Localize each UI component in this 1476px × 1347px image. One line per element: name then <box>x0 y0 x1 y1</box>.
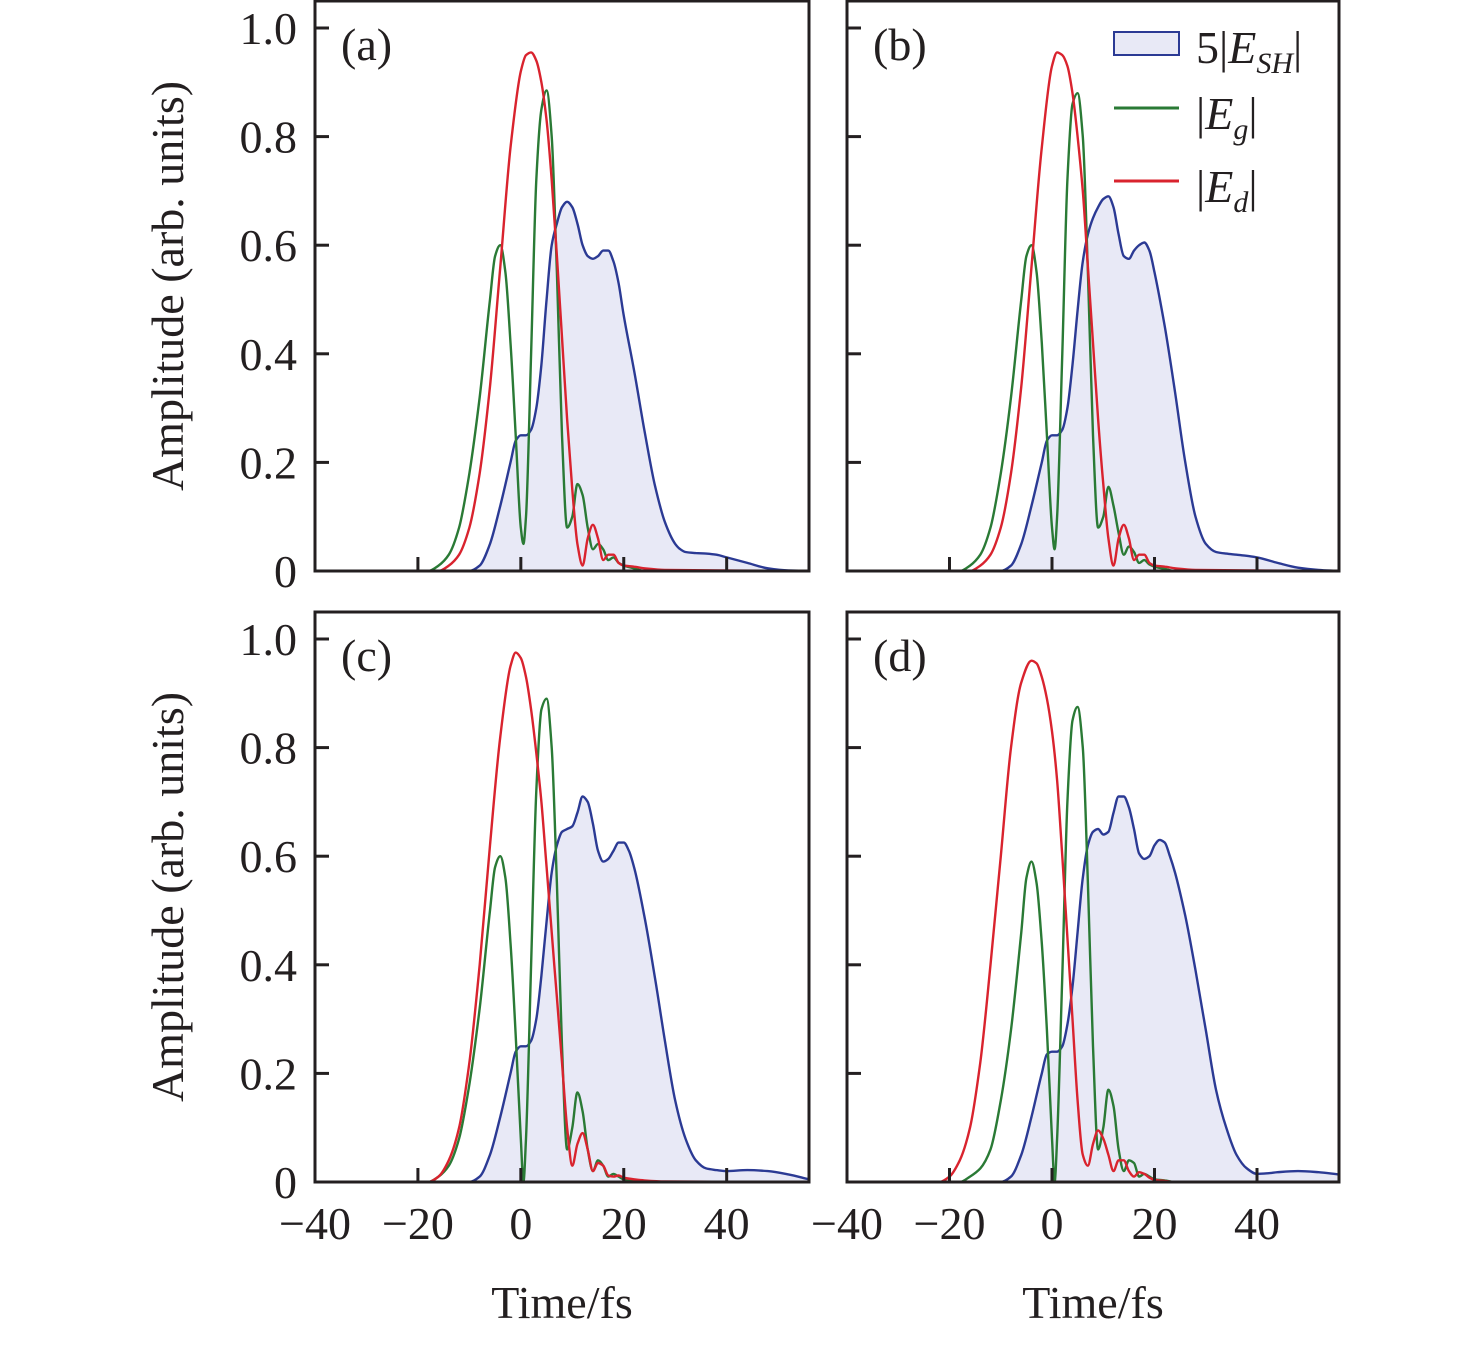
panel-d: −40 −20 0 20 40 (d) <box>811 610 1341 1249</box>
axes-frame <box>313 0 811 573</box>
series-esh-line <box>847 795 1339 1182</box>
panel-a: 0 0.2 0.4 0.6 0.8 1.0 (a) <box>240 0 811 597</box>
series-ed-line <box>847 51 1339 571</box>
y-tick-label: 0.8 <box>240 112 298 163</box>
series-esh-area <box>315 201 809 571</box>
x-tick-label: −20 <box>382 1198 454 1249</box>
axes-frame <box>845 0 1341 573</box>
y-tick-label: 0.6 <box>240 831 298 882</box>
x-tick-label: 0 <box>509 1198 532 1249</box>
series-ed-line <box>847 659 1339 1182</box>
x-tick-label: 20 <box>601 1198 647 1249</box>
x-tick-label: −40 <box>279 1198 351 1249</box>
x-tick-label: −40 <box>811 1198 883 1249</box>
panel-label: (d) <box>873 630 927 681</box>
series-esh-area <box>847 796 1339 1182</box>
x-tick-label: 40 <box>704 1198 750 1249</box>
series-esh-line <box>315 795 809 1182</box>
legend-label-ed: |Ed| <box>1196 161 1258 219</box>
plot-area <box>847 659 1339 1182</box>
x-axis-title-right: Time/fs <box>1022 1277 1163 1328</box>
y-tick-label: 0 <box>274 1157 297 1208</box>
y-tick-label: 0.4 <box>240 940 298 991</box>
axes-frame <box>313 610 811 1184</box>
legend-label-eg: |Eg| <box>1196 88 1258 146</box>
y-axis-title-top: Amplitude (arb. units) <box>142 81 193 491</box>
plot-area <box>315 51 809 571</box>
y-tick-label: 0.6 <box>240 220 298 271</box>
y-tick-label: 0.2 <box>240 1048 298 1099</box>
panel-label: (b) <box>873 19 927 70</box>
series-ed-line <box>315 51 809 571</box>
y-tick-label: 1.0 <box>240 3 298 54</box>
legend-swatch-esh <box>1113 31 1180 56</box>
series-esh-area <box>315 796 809 1182</box>
plot-area <box>847 51 1339 571</box>
y-tick-label: 0 <box>274 546 297 597</box>
series-eg-line <box>315 89 809 571</box>
axes-frame <box>845 610 1341 1184</box>
panels: 0 0.2 0.4 0.6 0.8 1.0 (a) (b) 0 0.2 0.4 0.6 0.8 1.0 −4… <box>240 0 1341 1249</box>
series-esh-line <box>315 200 809 571</box>
panel-c: 0 0.2 0.4 0.6 0.8 1.0 −40 −20 0 20 40 (c) <box>240 610 811 1249</box>
series-esh-area <box>847 196 1339 571</box>
x-tick-label: 0 <box>1041 1198 1064 1249</box>
y-tick-label: 0.8 <box>240 723 298 774</box>
legend-label-esh: 5|ESH| <box>1196 22 1302 80</box>
plot-area <box>315 651 809 1182</box>
x-tick-label: −20 <box>914 1198 986 1249</box>
series-ed-line <box>315 651 809 1182</box>
panel-label: (a) <box>341 19 392 70</box>
legend: 5|ESH| |Eg| |Ed| <box>1113 22 1302 219</box>
panel-b: (b) <box>845 0 1341 573</box>
y-tick-label: 0.2 <box>240 437 298 488</box>
panel-label: (c) <box>341 630 392 681</box>
x-tick-label: 20 <box>1132 1198 1178 1249</box>
y-tick-label: 0.4 <box>240 329 298 380</box>
x-axis-title-left: Time/fs <box>491 1277 632 1328</box>
y-tick-label: 1.0 <box>240 614 298 665</box>
y-axis-title-bottom: Amplitude (arb. units) <box>142 692 193 1102</box>
x-tick-label: 40 <box>1234 1198 1280 1249</box>
series-esh-line <box>847 195 1339 571</box>
